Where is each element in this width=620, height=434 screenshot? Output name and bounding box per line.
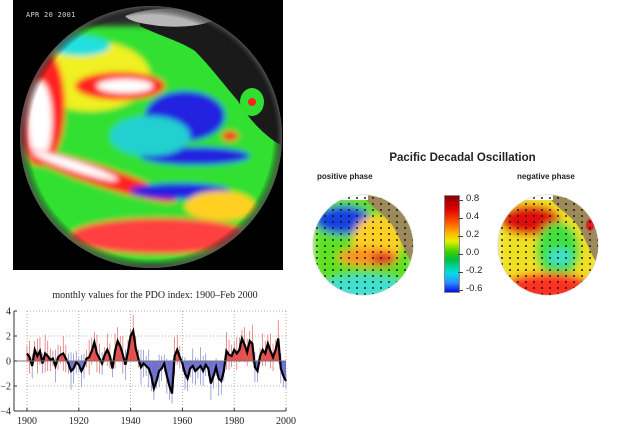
colorbar-tick-mark — [458, 290, 463, 291]
colorbar-tick-label: 0.8 — [466, 193, 480, 204]
svg-text:1920: 1920 — [69, 416, 89, 427]
colorbar-tick-label: -0.2 — [466, 265, 483, 276]
negative-phase-label: negative phase — [517, 172, 575, 181]
svg-text:1960: 1960 — [172, 416, 192, 427]
colorbar-tick-label: 0.2 — [466, 229, 480, 240]
pdo-plot-area: 4 2 0 −2 −4 1900 1920 1940 1960 1980 2000 — [0, 307, 296, 428]
colorbar-tick-mark — [458, 218, 463, 219]
pdo-index-chart: monthly values for the PDO index: 1900–F… — [0, 290, 310, 434]
phase-figure-title: Pacific Decadal Oscillation — [389, 152, 536, 164]
svg-text:4: 4 — [6, 307, 11, 318]
svg-text:2000: 2000 — [276, 416, 296, 427]
colorbar-tick-label: 0.0 — [466, 247, 480, 258]
colorbar-tick-label: -0.6 — [466, 283, 483, 294]
pacific-globe — [20, 6, 282, 268]
svg-text:−4: −4 — [0, 407, 11, 418]
colorbar-tick-mark — [458, 236, 463, 237]
svg-text:2: 2 — [6, 332, 11, 343]
svg-text:−2: −2 — [0, 382, 11, 393]
svg-text:1940: 1940 — [121, 416, 141, 427]
colorbar-tick-label: 0.4 — [466, 211, 480, 222]
chart-title: monthly values for the PDO index: 1900–F… — [52, 290, 258, 301]
satellite-sea-level-image: APR 20 2001 — [13, 0, 283, 270]
negative-phase-globe — [498, 195, 598, 295]
colorbar-tick-mark — [458, 254, 463, 255]
colorbar — [444, 195, 460, 293]
colorbar-tick-mark — [458, 200, 463, 201]
svg-text:0: 0 — [6, 357, 11, 368]
pdo-phase-figure: Pacific Decadal Oscillation positive pha… — [305, 148, 620, 308]
image-date-label: APR 20 2001 — [26, 11, 76, 19]
positive-phase-globe — [313, 195, 413, 295]
positive-phase-label: positive phase — [317, 172, 373, 181]
svg-text:1900: 1900 — [17, 416, 37, 427]
colorbar-tick-mark — [458, 272, 463, 273]
svg-text:1980: 1980 — [224, 416, 244, 427]
